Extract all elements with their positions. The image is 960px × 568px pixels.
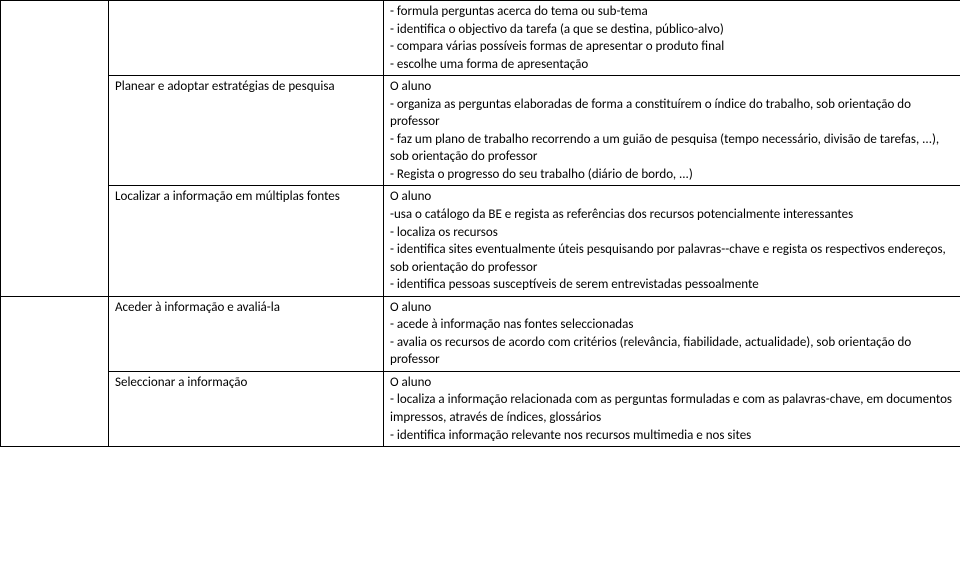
cell-col3: O aluno-usa o catálogo da BE e regista a… bbox=[384, 186, 960, 296]
cell-col1 bbox=[1, 1, 109, 297]
cell-col2: Seleccionar a informação bbox=[109, 371, 384, 446]
cell-col2: Aceder à informação e avaliá-la bbox=[109, 296, 384, 371]
cell-col3: - formula perguntas acerca do tema ou su… bbox=[384, 1, 960, 76]
table-row: - formula perguntas acerca do tema ou su… bbox=[1, 1, 960, 76]
cell-col2: Planear e adoptar estratégias de pesquis… bbox=[109, 76, 384, 186]
table-row: Localizar a informação em múltiplas font… bbox=[1, 186, 960, 296]
table-row: Planear e adoptar estratégias de pesquis… bbox=[1, 76, 960, 186]
content-table: - formula perguntas acerca do tema ou su… bbox=[0, 0, 960, 447]
cell-col1 bbox=[1, 296, 109, 446]
cell-col3: O aluno- localiza a informação relaciona… bbox=[384, 371, 960, 446]
cell-col2 bbox=[109, 1, 384, 76]
cell-col2: Localizar a informação em múltiplas font… bbox=[109, 186, 384, 296]
table-row: Aceder à informação e avaliá-la O aluno-… bbox=[1, 296, 960, 371]
cell-col3: O aluno- organiza as perguntas elaborada… bbox=[384, 76, 960, 186]
table-row: Seleccionar a informação O aluno- locali… bbox=[1, 371, 960, 446]
cell-col3: O aluno- acede à informação nas fontes s… bbox=[384, 296, 960, 371]
